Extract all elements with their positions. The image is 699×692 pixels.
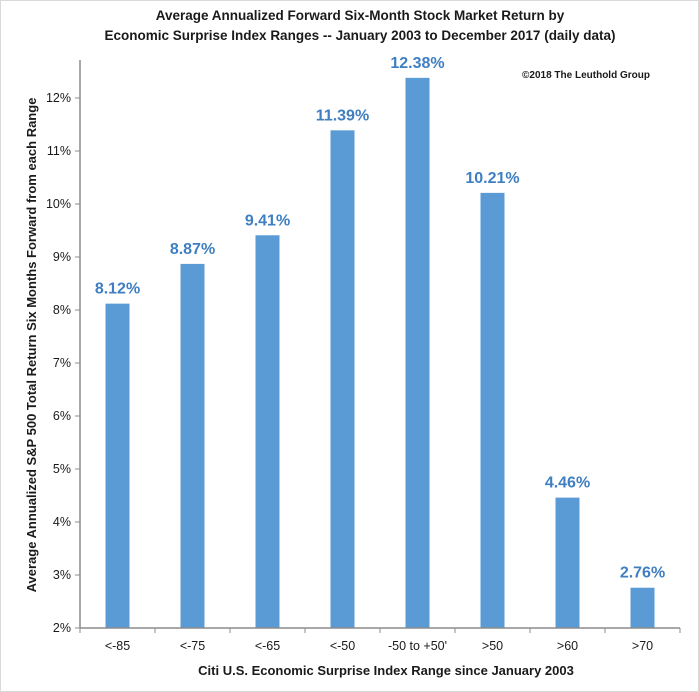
copyright-note: ©2018 The Leuthold Group <box>522 70 650 81</box>
bar-2 <box>255 235 280 628</box>
x-axis-title: Citi U.S. Economic Surprise Index Range … <box>198 663 574 678</box>
chart-title-line-1: Average Annualized Forward Six-Month Sto… <box>156 8 565 23</box>
y-axis-ticks: 2% 3% 4% 5% 6% 7% 8% 9% 10% 11% 12% <box>46 91 80 635</box>
y-tick-label: 9% <box>53 250 71 264</box>
bar-6 <box>555 497 580 628</box>
x-axis-ticks: <-85 <-75 <-65 <-50 -50 to +50' >50 >60 >70 <box>79 628 681 653</box>
x-tick-label: >50 <box>482 639 503 653</box>
x-tick-label: >70 <box>632 639 653 653</box>
x-tick-label: <-85 <box>105 639 130 653</box>
y-tick-label: 12% <box>46 91 71 105</box>
x-tick-label: <-65 <box>255 639 280 653</box>
x-tick-label: >60 <box>557 639 578 653</box>
y-tick-label: 8% <box>53 303 71 317</box>
y-tick-label: 7% <box>53 356 71 370</box>
bars <box>105 77 655 629</box>
bar-3 <box>330 130 355 628</box>
y-tick-label: 4% <box>53 515 71 529</box>
data-labels: 8.12% 8.87% 9.41% 11.39% 12.38% 10.21% 4.46% 2.… <box>95 55 665 582</box>
bar-value-label: 8.87% <box>170 241 215 258</box>
y-tick-label: 2% <box>53 621 71 635</box>
bar-4 <box>405 77 430 629</box>
x-tick-label: <-75 <box>180 639 205 653</box>
bar-5 <box>480 192 505 628</box>
y-tick-label: 5% <box>53 462 71 476</box>
bar-value-label: 9.41% <box>245 212 290 229</box>
y-tick-label: 3% <box>53 568 71 582</box>
bar-value-label: 8.12% <box>95 281 140 298</box>
chart-title-line-2: Economic Surprise Index Ranges -- Januar… <box>105 28 616 43</box>
x-tick-label: -50 to +50' <box>388 639 447 653</box>
bar-7 <box>630 587 655 628</box>
y-tick-label: 11% <box>47 144 71 158</box>
bar-value-label: 12.38% <box>390 55 444 72</box>
bar-value-label: 10.21% <box>465 170 519 187</box>
bar-value-label: 2.76% <box>620 565 665 582</box>
bar-1 <box>180 263 205 628</box>
y-axis-title: Average Annualized S&P 500 Total Return … <box>24 98 39 593</box>
bar-0 <box>105 303 130 628</box>
x-tick-label: <-50 <box>330 639 355 653</box>
bar-value-label: 4.46% <box>545 475 590 492</box>
y-tick-label: 10% <box>46 197 71 211</box>
y-tick-label: 6% <box>53 409 71 423</box>
bar-value-label: 11.39% <box>316 107 369 124</box>
